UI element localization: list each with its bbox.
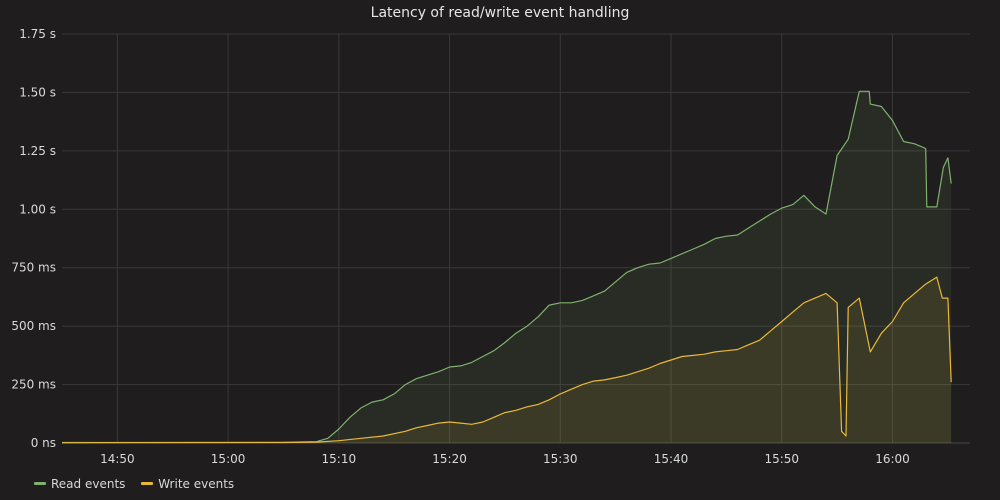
chart-title: Latency of read/write event handling: [370, 5, 630, 21]
y-tick-label: 500 ms: [11, 319, 56, 333]
legend: Read events Write events: [34, 474, 246, 491]
x-tick-label: 15:00: [211, 452, 246, 466]
x-tick-label: 15:40: [654, 452, 689, 466]
y-tick-label: 1.25 s: [19, 144, 56, 158]
y-tick-label: 0 ns: [31, 436, 56, 450]
legend-item-read[interactable]: Read events: [34, 477, 125, 491]
y-tick-label: 1.75 s: [19, 27, 56, 41]
area-series-0: [62, 91, 952, 444]
write-swatch-icon: [141, 482, 154, 485]
x-tick-label: 14:50: [100, 452, 135, 466]
legend-item-write[interactable]: Write events: [141, 477, 234, 491]
grid: [62, 33, 970, 444]
y-tick-label: 1.00 s: [19, 202, 56, 216]
area-series-1: [62, 277, 952, 443]
line-series-1: [61, 276, 952, 444]
read-swatch-icon: [34, 482, 46, 485]
y-axis: 0 ns 250 ms 500 ms 750 ms 1.00 s 1.25 s 1.50 s…: [11, 27, 56, 450]
x-tick-label: 16:00: [875, 452, 910, 466]
line-series-0: [61, 90, 952, 444]
y-tick-label: 1.50 s: [19, 85, 56, 99]
y-tick-label: 250 ms: [11, 378, 56, 392]
x-tick-label: 15:50: [764, 452, 799, 466]
series-lines: [61, 90, 952, 444]
legend-label-write: Write events: [158, 476, 235, 491]
x-tick-label: 15:20: [432, 452, 467, 466]
series-areas: [62, 91, 952, 444]
y-tick-label: 750 ms: [11, 261, 56, 275]
x-tick-label: 15:10: [322, 452, 357, 466]
x-axis: 14:50 15:00 15:10 15:20 15:30 15:40 15:50 16:00: [100, 452, 910, 466]
legend-label-read: Read events: [51, 476, 126, 491]
x-tick-label: 15:30: [543, 452, 578, 466]
